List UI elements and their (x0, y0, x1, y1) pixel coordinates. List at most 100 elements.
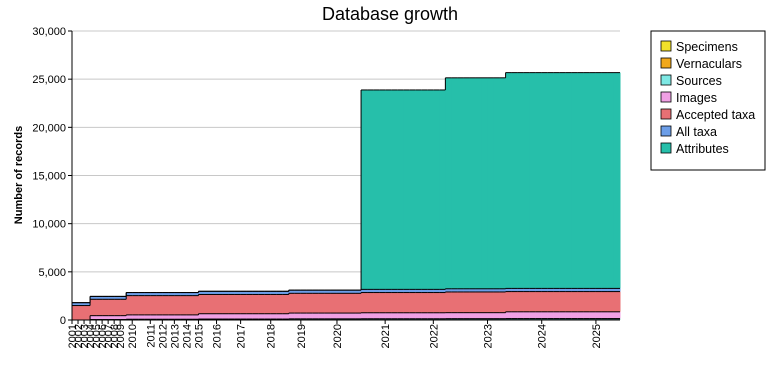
area-step (168, 292, 175, 296)
area-step (72, 305, 79, 320)
legend-label: Images (676, 91, 717, 105)
area-step (517, 72, 525, 289)
area-step (559, 318, 567, 320)
x-tick-label: 2014 (181, 324, 193, 348)
area-step (90, 299, 97, 316)
area-step (300, 313, 308, 319)
x-tick-label: 2002 (73, 324, 85, 348)
area-step (379, 89, 386, 290)
area-step (391, 312, 398, 319)
area-step (90, 315, 97, 320)
area-step (469, 312, 476, 319)
area-step (589, 72, 597, 289)
area-step (367, 89, 374, 290)
area-step (342, 313, 350, 319)
area-step (276, 313, 284, 320)
area-step (108, 315, 115, 320)
area-step (577, 72, 585, 289)
x-tick-label: 2021 (380, 324, 392, 348)
area-step (595, 72, 603, 289)
area-step (210, 291, 218, 295)
area-step (583, 318, 591, 320)
area-step (361, 312, 368, 319)
area-step (126, 295, 133, 315)
area-step (246, 313, 254, 320)
area-step (276, 294, 284, 314)
area-step (553, 72, 561, 289)
area-step (228, 291, 236, 295)
area-step (84, 302, 91, 306)
area-step (457, 77, 464, 289)
area-step (481, 77, 489, 289)
area-step (276, 291, 284, 295)
area-step (445, 77, 452, 289)
legend-swatch (660, 108, 672, 120)
area-step (541, 72, 549, 289)
legend-label: Attributes (676, 142, 729, 156)
area-step (583, 288, 591, 292)
y-tick-label: 5,000 (38, 267, 66, 279)
area-step (505, 318, 513, 320)
area-step (162, 292, 169, 296)
area-step (258, 294, 266, 314)
area-step (475, 77, 482, 289)
area-step (559, 288, 567, 292)
area-step (174, 314, 181, 320)
y-tick-label: 15,000 (32, 171, 66, 183)
area-step (523, 72, 531, 289)
area-step (427, 312, 434, 319)
area-step (385, 292, 392, 313)
area-step (499, 291, 507, 313)
area-step (300, 290, 308, 294)
area-step (451, 318, 458, 320)
area-step (547, 318, 555, 320)
x-tick-label: 2010 (127, 324, 139, 348)
area-step (403, 289, 410, 293)
area-step (571, 318, 579, 320)
area-step (282, 291, 290, 295)
area-step (102, 315, 109, 320)
area-step (565, 288, 573, 292)
area-step (349, 313, 356, 319)
area-step (252, 294, 260, 314)
area-step (475, 312, 482, 319)
area-step (355, 290, 362, 294)
area-step (114, 315, 121, 320)
legend-label: Specimens (676, 40, 738, 54)
area-step (553, 318, 561, 320)
area-step (397, 289, 404, 293)
area-step (318, 293, 326, 314)
area-step (385, 89, 392, 290)
area-step (511, 318, 519, 320)
area-step (240, 294, 248, 314)
area-step (288, 290, 296, 294)
area-step (96, 315, 103, 320)
area-step (156, 314, 163, 320)
area-step (312, 293, 320, 314)
area-step (210, 313, 218, 320)
area-step (505, 288, 513, 292)
area-step (589, 318, 597, 320)
area-step (336, 293, 344, 314)
area-step (228, 313, 236, 320)
area-step (445, 288, 452, 292)
area-step (529, 318, 537, 320)
area-step (156, 295, 163, 315)
area-step (595, 318, 603, 320)
area-step (349, 293, 356, 314)
area-step (607, 72, 615, 289)
area-step (583, 311, 591, 319)
area-step (336, 290, 344, 294)
area-step (361, 289, 368, 293)
area-step (180, 314, 187, 320)
area-step (379, 292, 386, 313)
area-step (583, 291, 591, 312)
area-step (529, 291, 537, 312)
area-step (385, 312, 392, 319)
area-step (421, 312, 428, 319)
area-step (481, 288, 489, 292)
legend-swatch (660, 125, 672, 137)
legend-swatch (660, 91, 672, 103)
area-step (553, 288, 561, 292)
